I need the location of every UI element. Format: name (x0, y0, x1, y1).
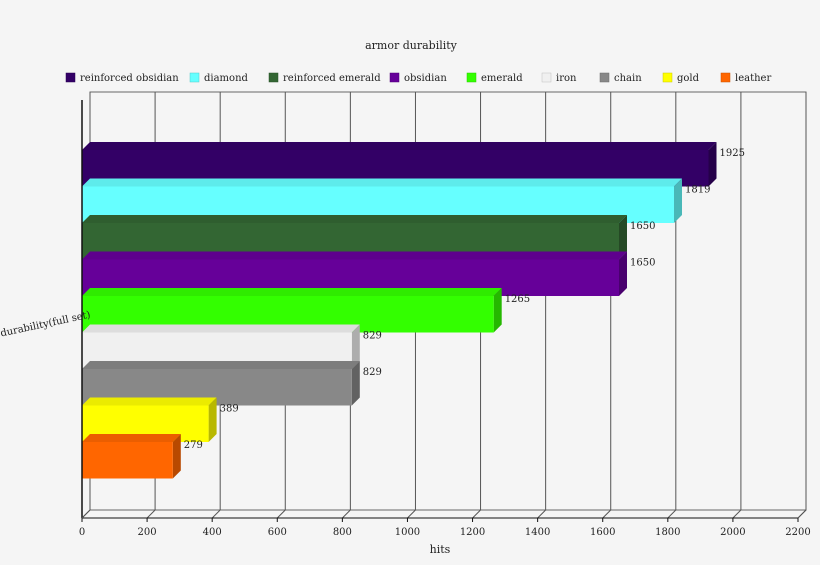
floor-left-edge (81, 509, 91, 519)
legend-item-obsidian: obsidian (389, 72, 447, 84)
bar-value-label: 829 (363, 367, 382, 378)
gridline-floor (732, 509, 742, 519)
bar-top-face (82, 361, 360, 369)
legend-label: diamond (204, 73, 249, 84)
bar-value-label: 1650 (630, 258, 655, 269)
bar-value-label: 1819 (685, 185, 710, 196)
legend-item-reinforced-emerald: reinforced emerald (268, 72, 381, 84)
gridline-floor (537, 509, 546, 519)
bar-side-face (172, 434, 181, 479)
bar-side-face (208, 397, 217, 442)
bar-value-label: 1650 (630, 221, 655, 232)
bar-top-face (82, 397, 217, 406)
legend-swatch (662, 72, 673, 83)
bar-value-label: 389 (220, 404, 239, 415)
gridline-floor (407, 509, 416, 519)
x-tick-label: 800 (333, 527, 352, 538)
bar-top-face (82, 324, 360, 333)
legend-label: gold (677, 73, 700, 84)
bar-top-face (82, 288, 502, 296)
x-axis-label: hits (430, 543, 451, 556)
bar-side-face (674, 178, 683, 223)
legend-label: emerald (481, 73, 523, 84)
legend-swatch (541, 72, 552, 83)
x-tick-label: 1200 (460, 527, 485, 538)
bar-side-face (351, 324, 360, 369)
bar-top-face (82, 434, 181, 442)
x-tick-label: 600 (268, 527, 287, 538)
bar-top-face (82, 178, 683, 187)
bar-side-face (619, 215, 627, 260)
x-tick-label: 200 (138, 527, 157, 538)
bar-side-face (493, 288, 502, 333)
gridline-floor (342, 509, 351, 519)
legend-swatch (466, 72, 477, 83)
gridline-floor (276, 509, 286, 519)
legend-swatch (189, 72, 200, 83)
bar-leather: 279 (82, 434, 203, 479)
bar-side-face (351, 361, 360, 406)
bar-value-label: 829 (363, 331, 382, 342)
gridline-floor (602, 509, 612, 519)
x-tick-labels: 0 200 400 600 800 1000 1200 1400 1600 1800 2000 220… (79, 518, 811, 538)
legend-item-gold: gold (662, 72, 700, 84)
legend-swatch (599, 72, 610, 83)
axes (81, 100, 807, 519)
legend-label: reinforced emerald (283, 73, 381, 84)
bar-side-face (708, 142, 717, 187)
gridline-floor (472, 509, 481, 519)
bar-top-face (82, 251, 627, 260)
x-tick-label: 1600 (590, 527, 615, 538)
legend-swatch (65, 72, 76, 83)
legend-label: reinforced obsidian (80, 73, 179, 84)
gridline-floor (667, 509, 677, 519)
bar-value-label: 279 (184, 440, 203, 451)
x-tick-label: 1000 (395, 527, 420, 538)
legend-item-emerald: emerald (466, 72, 523, 84)
legend: reinforced obsidian diamond reinforced eme… (65, 72, 771, 84)
legend-swatch (268, 72, 279, 83)
legend-swatch (389, 72, 400, 83)
x-tick-label: 400 (203, 527, 222, 538)
bar-value-label: 1265 (505, 294, 530, 305)
bar-value-label: 1925 (720, 148, 745, 159)
bar-front-face (82, 442, 173, 479)
bar-side-face (619, 251, 627, 296)
legend-item-leather: leather (720, 72, 771, 84)
legend-swatch (720, 72, 731, 83)
floor-right-edge (797, 509, 807, 519)
x-tick-label: 1400 (525, 527, 550, 538)
gridline-floor (146, 509, 156, 519)
x-tick-label: 2000 (720, 527, 745, 538)
legend-item-iron: iron (541, 72, 577, 84)
legend-label: obsidian (404, 73, 447, 84)
legend-label: chain (614, 73, 642, 84)
gridline-floor (211, 509, 221, 519)
x-tick-label: 1800 (655, 527, 680, 538)
bars: 1925 1819 1650 1650 1265 829 829 389 279 (82, 142, 745, 479)
x-tick-label: 2200 (785, 527, 810, 538)
legend-item-diamond: diamond (189, 72, 249, 84)
legend-item-reinforced-obsidian: reinforced obsidian (65, 72, 179, 84)
x-tick-label: 0 (79, 527, 85, 538)
bar-top-face (82, 215, 627, 223)
legend-item-chain: chain (599, 72, 642, 84)
legend-label: leather (735, 73, 771, 84)
legend-label: iron (556, 73, 577, 84)
bar-top-face (82, 142, 717, 150)
chart-title: armor durability (365, 39, 458, 52)
